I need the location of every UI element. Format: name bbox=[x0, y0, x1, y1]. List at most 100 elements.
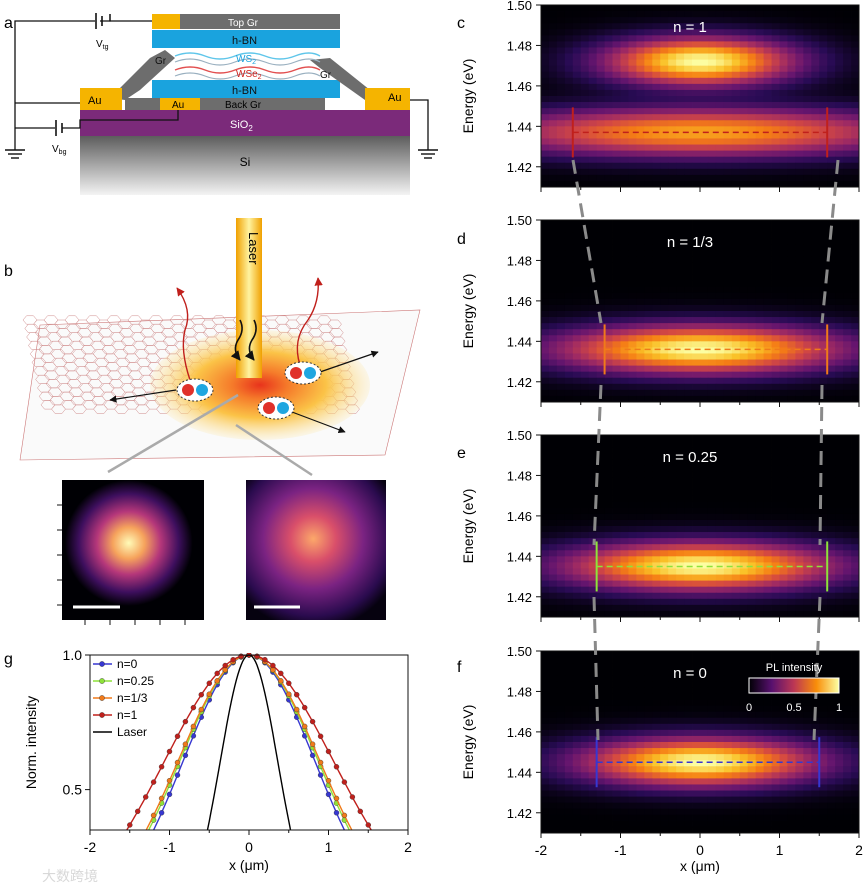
y-tick-label: 1.46 bbox=[507, 509, 532, 524]
series-point-n=1 bbox=[166, 748, 173, 755]
x-tick-label: 2 bbox=[404, 839, 412, 855]
hbn-top-label: h-BN bbox=[232, 35, 257, 47]
x-tick-label: 1 bbox=[325, 839, 333, 855]
series-point-n=1/3 bbox=[182, 741, 189, 747]
top-gr-label: Top Gr bbox=[228, 18, 259, 29]
circuit-wires bbox=[14, 14, 429, 150]
exciton-right bbox=[284, 361, 322, 385]
series-point-n=1/3 bbox=[341, 812, 348, 819]
diffusion-arrow-down bbox=[291, 411, 346, 434]
colorbar-gradient bbox=[748, 677, 840, 694]
series-point-n=1 bbox=[270, 662, 276, 669]
series-point-n=1/3 bbox=[158, 795, 165, 802]
diffusion-arrow-right bbox=[319, 350, 379, 373]
y-tick-label: 1.46 bbox=[507, 294, 532, 309]
plot-legend: n=0 n=0.25 n=1/3 n=1 Laser bbox=[93, 657, 154, 739]
series-point-n=1 bbox=[286, 680, 292, 686]
y-tick-label: 1.50 bbox=[507, 213, 532, 228]
series-point-n=1 bbox=[341, 779, 348, 785]
legend-label: Laser bbox=[117, 725, 147, 739]
series-point-n=0 bbox=[182, 752, 189, 759]
x-tick-label: -2 bbox=[84, 839, 97, 855]
au-left-label: Au bbox=[88, 95, 101, 107]
legend-marker bbox=[99, 712, 105, 718]
y-tick-label: 1.48 bbox=[507, 684, 532, 699]
colorbar-tick-05: 0.5 bbox=[786, 702, 801, 714]
y-tick-label: 1.42 bbox=[507, 160, 532, 175]
graphene-right-contact bbox=[310, 58, 380, 100]
device-schematic: Si SiO2 Back Gr Au h-BN Gr Gr WS2 WSe2 h… bbox=[5, 13, 438, 195]
series-point-n=1 bbox=[238, 653, 244, 659]
series-point-n=1/3 bbox=[294, 706, 300, 713]
panel-label-b: b bbox=[4, 263, 13, 280]
series-point-n=1 bbox=[254, 653, 260, 659]
series-point-n=1 bbox=[317, 733, 324, 739]
series-point-n=0 bbox=[166, 791, 173, 798]
series-point-n=1 bbox=[198, 692, 205, 698]
au-right-label: Au bbox=[388, 92, 401, 104]
heatmap-ylabel-d: Energy (eV) bbox=[460, 274, 476, 349]
series-point-n=1 bbox=[333, 764, 340, 770]
series-point-n=1/3 bbox=[325, 778, 332, 784]
series-point-n=1/3 bbox=[198, 706, 205, 713]
series-point-n=1 bbox=[190, 704, 197, 711]
series-point-n=1/3 bbox=[150, 812, 157, 819]
legend-label: n=1/3 bbox=[117, 691, 148, 705]
zoom-line-right bbox=[235, 423, 313, 477]
legend-label: n=0 bbox=[117, 657, 138, 671]
heatmap-ylabel-f: Energy (eV) bbox=[460, 705, 476, 780]
series-point-n=1 bbox=[127, 822, 133, 828]
y-tick-label: 1.0 bbox=[63, 647, 83, 663]
legend-marker bbox=[99, 678, 105, 684]
x-tick-label: -1 bbox=[163, 839, 176, 855]
y-tick-label: 1.50 bbox=[507, 0, 532, 13]
series-point-n=1 bbox=[142, 794, 149, 800]
emission-arrow-right bbox=[296, 277, 323, 366]
series-point-n=0 bbox=[325, 791, 332, 798]
exciton-bottom bbox=[257, 396, 295, 420]
x-tick-label: 0 bbox=[245, 839, 253, 855]
legend-label: n=1 bbox=[117, 708, 138, 722]
au-top-contact bbox=[152, 14, 180, 29]
series-point-n=1 bbox=[230, 657, 236, 663]
laser-label: Laser bbox=[246, 232, 261, 265]
y-tick-label: 1.42 bbox=[507, 590, 532, 605]
ground-left-icon bbox=[5, 149, 25, 159]
y-tick-label: 1.48 bbox=[507, 468, 532, 483]
pl-image-1-ticks bbox=[57, 504, 186, 625]
y-tick-label: 1.44 bbox=[507, 549, 532, 564]
series-point-n=1 bbox=[158, 764, 165, 770]
series-point-n=1 bbox=[214, 670, 220, 677]
y-tick-label: 1.44 bbox=[507, 334, 532, 349]
x-tick-label: 2 bbox=[855, 842, 863, 858]
colorbar-tick-0: 0 bbox=[746, 702, 752, 714]
plot-ylabel: Norm. intensity bbox=[23, 696, 39, 789]
photon-arrow-2 bbox=[244, 319, 257, 361]
pl-image-exciton bbox=[246, 480, 386, 620]
series-point-n=0 bbox=[317, 772, 324, 778]
x-tick-label: -2 bbox=[535, 842, 548, 858]
vtg-label: Vtg bbox=[96, 39, 109, 51]
y-tick-label: 1.50 bbox=[507, 428, 532, 443]
heatmap-ylabel-e: Energy (eV) bbox=[460, 489, 476, 564]
back-gr-label: Back Gr bbox=[225, 100, 262, 111]
au-right-contact bbox=[365, 88, 410, 110]
heatmap-title-f: n = 0 bbox=[673, 665, 707, 682]
colorbar: PL intensity 0 0.5 1 bbox=[746, 662, 842, 714]
hbn-bottom-label: h-BN bbox=[232, 85, 257, 97]
series-point-n=1 bbox=[365, 822, 371, 828]
colorbar-title: PL intensity bbox=[766, 662, 823, 674]
series-point-n=1 bbox=[349, 794, 356, 800]
x-tick-label: 1 bbox=[776, 842, 784, 858]
heatmap-panel-e: n = 0.25 Energy (eV) 1.42 1.44 1.46 1.48 1.50 bbox=[460, 428, 860, 622]
heatmap-title-e: n = 0.25 bbox=[663, 449, 718, 466]
y-tick-label: 1.44 bbox=[507, 119, 532, 134]
watermark: 大数跨境 bbox=[42, 868, 98, 884]
exciton-left bbox=[176, 378, 214, 402]
series-point-n=1/3 bbox=[190, 723, 197, 730]
emission-arrow-left bbox=[176, 287, 191, 381]
y-tick-label: 1.46 bbox=[507, 79, 532, 94]
panel-label-e: e bbox=[457, 445, 466, 462]
top-graphene bbox=[152, 14, 340, 29]
series-point-n=1/3 bbox=[214, 678, 220, 684]
